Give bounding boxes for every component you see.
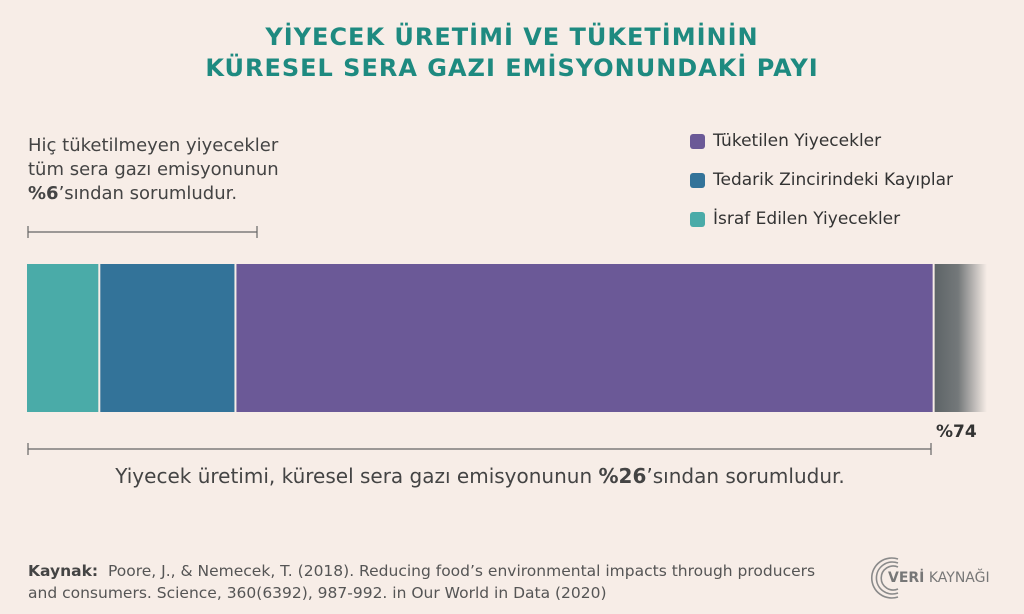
title-line-1: YİYECEK ÜRETİMİ VE TÜKETİMİNİN — [265, 23, 759, 51]
remaining-share-label: %74 — [936, 422, 977, 442]
note-line-1: Hiç tüketilmeyen yiyecekler — [28, 135, 279, 156]
logo-text-bold: VERİ — [888, 570, 925, 586]
note-highlight: %6 — [28, 183, 59, 204]
note-bracket — [27, 226, 258, 238]
legend-item-wasted: İsraf Edilen Yiyecekler — [690, 208, 953, 230]
bar-segment-supply-chain — [100, 264, 235, 412]
stacked-bar-chart — [27, 264, 987, 412]
source-citation: Kaynak: Poore, J., & Nemecek, T. (2018).… — [28, 560, 848, 604]
bar-segment-consumed — [236, 264, 933, 412]
legend-label-consumed: Tüketilen Yiyecekler — [713, 131, 882, 151]
chart-title: YİYECEK ÜRETİMİ VE TÜKETİMİNİN KÜRESEL S… — [0, 22, 1024, 84]
total-bracket — [27, 443, 932, 455]
legend-label-supply-chain: Tedarik Zincirindeki Kayıplar — [713, 170, 954, 190]
legend-swatch-supply-chain — [690, 172, 705, 188]
legend: Tüketilen Yiyecekler Tedarik Zincirindek… — [690, 130, 953, 247]
bar-segment-wasted — [27, 264, 99, 412]
note-line-3-rest: ’sından sorumludur. — [58, 183, 238, 204]
bar-segment-other-emissions — [934, 264, 987, 412]
summary-highlight: %26 — [598, 464, 647, 488]
logo-text: VERİ KAYNAĞI — [888, 570, 990, 586]
logo-text-rest: KAYNAĞI — [928, 570, 990, 586]
note-line-2: tüm sera gazı emisyonunun — [28, 159, 279, 180]
summary-prefix: Yiyecek üretimi, küresel sera gazı emisy… — [115, 464, 599, 488]
legend-swatch-consumed — [690, 133, 705, 149]
veri-kaynagi-logo: VERİ KAYNAĞI — [870, 553, 1010, 603]
wasted-food-note: Hiç tüketilmeyen yiyecekler tüm sera gaz… — [28, 134, 279, 206]
title-line-2: KÜRESEL SERA GAZI EMİSYONUNDAKİ PAYI — [205, 54, 819, 82]
food-production-summary: Yiyecek üretimi, küresel sera gazı emisy… — [0, 464, 960, 488]
legend-swatch-wasted — [690, 211, 705, 227]
legend-item-consumed: Tüketilen Yiyecekler — [690, 130, 953, 152]
summary-suffix: ’sından sorumludur. — [646, 464, 845, 488]
legend-label-wasted: İsraf Edilen Yiyecekler — [713, 209, 901, 229]
note-line-3: %6’sından sorumludur. — [28, 182, 279, 206]
legend-item-supply-chain: Tedarik Zincirindeki Kayıplar — [690, 169, 953, 191]
source-text: Poore, J., & Nemecek, T. (2018). Reducin… — [28, 562, 816, 602]
logo-arc-icon — [871, 557, 899, 599]
source-label: Kaynak: — [28, 562, 99, 580]
